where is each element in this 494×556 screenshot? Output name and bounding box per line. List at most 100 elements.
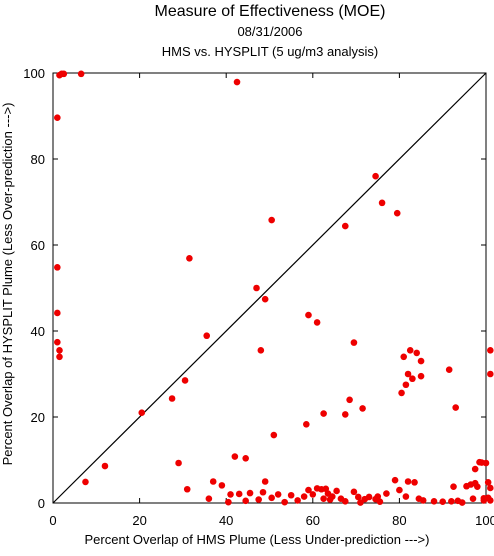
data-point xyxy=(393,209,401,217)
data-point xyxy=(484,479,492,486)
data-point xyxy=(404,478,412,485)
data-point xyxy=(268,216,275,224)
data-point xyxy=(281,498,288,506)
x-axis-label: Percent Overlap of HMS Plume (Less Under… xyxy=(85,532,430,547)
data-point xyxy=(471,465,479,473)
data-point xyxy=(186,255,193,262)
data-point xyxy=(480,497,488,504)
data-point xyxy=(372,172,379,180)
data-point xyxy=(242,497,249,505)
data-point xyxy=(274,491,282,498)
data-point xyxy=(227,491,234,498)
data-point xyxy=(450,483,457,490)
data-point xyxy=(287,491,295,499)
data-point xyxy=(487,370,494,378)
data-point xyxy=(439,498,447,506)
data-point xyxy=(259,488,267,496)
y-tick-label: 20 xyxy=(31,410,45,425)
data-point xyxy=(225,498,232,506)
data-point xyxy=(452,404,459,411)
data-point xyxy=(294,497,301,504)
y-tick-label: 100 xyxy=(23,66,45,81)
data-point xyxy=(303,421,310,428)
data-point xyxy=(313,319,321,326)
data-point xyxy=(183,485,191,493)
x-tick-label: 40 xyxy=(219,513,233,528)
y-tick-label: 40 xyxy=(31,324,45,339)
x-tick-label: 20 xyxy=(132,513,146,528)
data-point xyxy=(56,353,63,361)
data-point xyxy=(417,372,425,380)
data-point xyxy=(350,488,358,496)
data-point xyxy=(383,490,390,497)
data-point xyxy=(60,70,68,78)
data-point xyxy=(205,495,213,503)
axis-ticks: 0 20 40 60 80 100 0 20 40 60 80 100 xyxy=(23,66,494,528)
data-points xyxy=(54,70,494,506)
data-point xyxy=(320,410,327,417)
data-point xyxy=(138,409,146,417)
data-point xyxy=(309,491,317,498)
data-point xyxy=(430,497,438,505)
data-point xyxy=(56,347,63,354)
data-point xyxy=(402,381,410,389)
x-tick-label: 0 xyxy=(49,513,56,528)
data-point xyxy=(341,497,349,505)
chart-date: 08/31/2006 xyxy=(237,24,302,39)
data-point xyxy=(235,490,243,498)
data-point xyxy=(328,493,336,500)
chart-analysis-subtitle: HMS vs. HYSPLIT (5 ug/m3 analysis) xyxy=(162,44,379,59)
data-point xyxy=(469,495,477,503)
data-point xyxy=(320,495,327,503)
data-point xyxy=(413,349,421,357)
data-point xyxy=(411,479,418,486)
data-point xyxy=(448,497,455,505)
data-point xyxy=(333,487,340,495)
data-point xyxy=(406,347,414,354)
data-point xyxy=(300,493,308,500)
y-tick-label: 80 xyxy=(31,152,45,167)
data-point xyxy=(400,353,408,361)
data-point xyxy=(445,366,453,374)
data-point xyxy=(305,486,312,494)
data-point xyxy=(359,405,366,412)
data-point xyxy=(350,339,358,346)
data-point xyxy=(482,459,490,467)
data-point xyxy=(261,478,269,485)
y-axis-label: Percent Overlap of HYSPLIT Plume (Less O… xyxy=(0,103,15,466)
data-point xyxy=(233,78,241,86)
data-point xyxy=(487,347,494,354)
data-point xyxy=(77,70,85,78)
data-point xyxy=(246,489,254,497)
data-point xyxy=(242,454,249,462)
data-point xyxy=(409,375,416,383)
data-point xyxy=(376,498,384,506)
data-point xyxy=(402,493,410,500)
y-tick-label: 60 xyxy=(31,238,45,253)
x-tick-label: 100 xyxy=(475,513,494,528)
data-point xyxy=(474,483,481,490)
y-tick-label: 0 xyxy=(38,496,45,511)
data-point xyxy=(175,459,182,467)
data-point xyxy=(374,493,382,500)
data-point xyxy=(341,411,349,418)
data-point xyxy=(378,199,386,207)
data-point xyxy=(54,338,61,346)
plot-frame xyxy=(52,72,487,504)
data-point xyxy=(54,264,61,271)
data-point xyxy=(218,482,226,489)
data-point xyxy=(231,453,239,460)
data-point xyxy=(82,478,89,486)
data-point xyxy=(341,222,349,230)
data-point xyxy=(54,309,61,317)
data-point xyxy=(391,476,399,484)
data-point xyxy=(257,347,265,354)
data-point xyxy=(101,462,109,470)
data-point xyxy=(253,284,260,292)
data-point xyxy=(209,478,217,485)
chart-title: Measure of Effectiveness (MOE) xyxy=(155,3,386,20)
data-point xyxy=(168,395,176,402)
data-point xyxy=(396,486,403,494)
